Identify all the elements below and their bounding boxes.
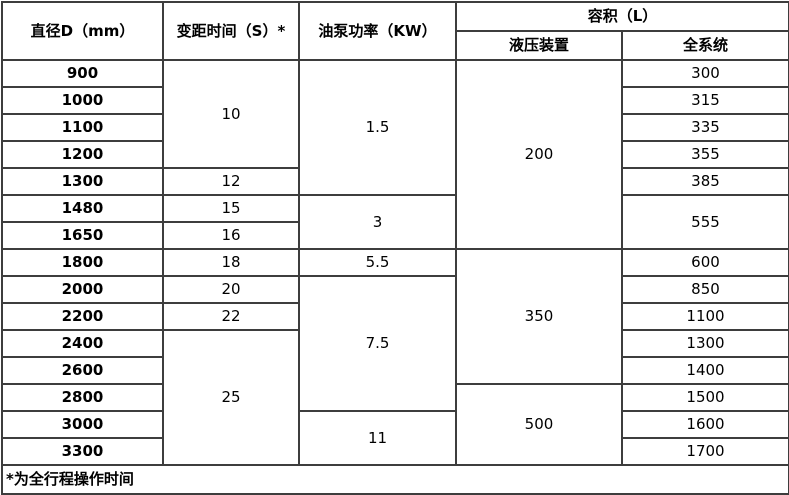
table-row: 2800 500 1500 — [1, 383, 789, 466]
cell-diameter: 1300 — [1, 167, 164, 196]
cell-pump_power: 1.5 — [298, 59, 457, 196]
cell-hydraulic: 350 — [455, 248, 623, 385]
cell-diameter: 1480 — [1, 194, 164, 223]
cell-pump_power: 3 — [298, 194, 457, 250]
cell-diameter: 3000 — [1, 410, 164, 439]
table-row: 900 10 1.5 200 300 — [1, 59, 789, 250]
cell-hydraulic: 500 — [455, 383, 623, 466]
table-row: 2200 22 1100 — [1, 302, 789, 331]
table-footer: *为全行程操作时间 — [1, 464, 789, 495]
table-row: 1480 15 3 555 — [1, 194, 789, 250]
cell-diameter: 3300 — [1, 437, 164, 466]
cell-system: 600 — [621, 248, 789, 277]
table-row: 3300 1700 — [1, 437, 789, 466]
header-diameter: 直径D（mm） — [1, 1, 164, 61]
table-row: 1100 335 — [1, 113, 789, 142]
cell-diameter: 2600 — [1, 356, 164, 385]
cell-pitch_time: 18 — [162, 248, 300, 277]
cell-pump_power: 7.5 — [298, 275, 457, 412]
cell-system: 555 — [621, 194, 789, 250]
cell-diameter: 1650 — [1, 221, 164, 250]
cell-pitch_time: 22 — [162, 302, 300, 331]
cell-pitch_time: 20 — [162, 275, 300, 304]
header-hydraulic-device: 液压装置 — [455, 30, 623, 61]
cell-diameter: 1200 — [1, 140, 164, 169]
table-row: 1650 16 — [1, 221, 789, 250]
table-row: 1000 315 — [1, 86, 789, 115]
footnote-row: *为全行程操作时间 — [1, 464, 789, 495]
cell-system: 385 — [621, 167, 789, 196]
cell-system: 1700 — [621, 437, 789, 466]
header-full-system: 全系统 — [621, 30, 789, 61]
cell-pitch_time: 25 — [162, 329, 300, 466]
table-row: 2000 20 7.5 850 — [1, 275, 789, 412]
cell-diameter: 2400 — [1, 329, 164, 358]
cell-diameter: 2800 — [1, 383, 164, 412]
cell-system: 1100 — [621, 302, 789, 331]
header-row-1: 直径D（mm） 变距时间（S）* 油泵功率（KW） 容积（L） — [1, 1, 789, 61]
cell-system: 1500 — [621, 383, 789, 412]
cell-diameter: 1000 — [1, 86, 164, 115]
cell-diameter: 1800 — [1, 248, 164, 277]
footnote-text: *为全行程操作时间 — [1, 464, 789, 495]
cell-pump_power: 11 — [298, 410, 457, 466]
header-volume-group: 容积（L） — [455, 1, 789, 32]
cell-diameter: 900 — [1, 59, 164, 88]
table-row: 3000 11 1600 — [1, 410, 789, 466]
header-pitch-time: 变距时间（S）* — [162, 1, 300, 61]
cell-system: 335 — [621, 113, 789, 142]
cell-diameter: 2000 — [1, 275, 164, 304]
cell-pitch_time: 15 — [162, 194, 300, 223]
cell-pitch_time: 10 — [162, 59, 300, 169]
cell-hydraulic: 200 — [455, 59, 623, 250]
header-pump-power: 油泵功率（KW） — [298, 1, 457, 61]
table-row: 2400 25 1300 — [1, 329, 789, 466]
table-row: 1800 18 5.5 350 600 — [1, 248, 789, 385]
cell-system: 355 — [621, 140, 789, 169]
cell-system: 315 — [621, 86, 789, 115]
cell-pitch_time: 12 — [162, 167, 300, 196]
cell-system: 300 — [621, 59, 789, 88]
cell-diameter: 1100 — [1, 113, 164, 142]
cell-system: 1600 — [621, 410, 789, 439]
table-body: 900 10 1.5 200 300 1000 315 1100 335 1200 355 1300 1… — [1, 59, 789, 466]
cell-pitch_time: 16 — [162, 221, 300, 250]
table-row: 1300 12 385 — [1, 167, 789, 196]
cell-diameter: 2200 — [1, 302, 164, 331]
table-row: 1200 355 — [1, 140, 789, 169]
cell-system: 1400 — [621, 356, 789, 385]
cell-pump_power: 5.5 — [298, 248, 457, 277]
table-header: 直径D（mm） 变距时间（S）* 油泵功率（KW） 容积（L） 液压装置 全系统 — [1, 1, 789, 61]
cell-system: 850 — [621, 275, 789, 304]
table-row: 2600 1400 — [1, 356, 789, 385]
cell-system: 1300 — [621, 329, 789, 358]
header-row-2: 液压装置 全系统 — [2, 30, 789, 61]
